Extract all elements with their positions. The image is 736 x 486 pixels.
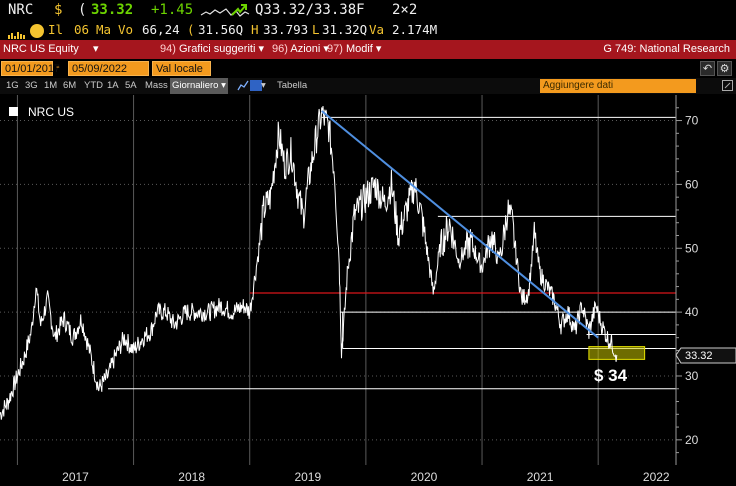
security-name[interactable]: NRC US Equity <box>3 43 79 55</box>
trendline <box>321 110 599 339</box>
legend-swatch <box>9 107 18 116</box>
settings-icon[interactable]: ⚙ <box>717 61 732 76</box>
date-separator: - <box>56 61 60 73</box>
currency-glyph: $ <box>54 2 63 18</box>
uptrend-arrow-icon <box>231 2 247 25</box>
grid <box>0 95 676 465</box>
high-label: H <box>251 22 259 37</box>
security-dropdown-icon[interactable]: ▾ <box>93 43 99 55</box>
add-data-button[interactable]: Aggiungere dati <box>540 79 696 93</box>
candle-chart-icon[interactable] <box>250 80 262 91</box>
open-label: ( <box>187 22 195 37</box>
last-price: 33.32 <box>91 2 134 18</box>
menu-grafici-suggeriti[interactable]: 94) Grafici suggeriti ▾ <box>160 43 264 55</box>
chart-type-dropdown-icon[interactable]: ▾ <box>261 80 266 91</box>
il-label: Il <box>48 22 64 37</box>
price-line <box>0 105 618 420</box>
sparkline-icon <box>200 3 250 25</box>
price-chart[interactable]: 20 30 40 50 60 70 2017 2018 2019 2020 2021 2022 NR… <box>0 95 736 486</box>
y-tick-label: 30 <box>685 369 699 383</box>
market-status-icon <box>30 24 44 38</box>
frequency-select[interactable]: Giornaliero ▾ <box>170 78 228 94</box>
x-axis: 2017 2018 2019 2020 2021 2022 <box>62 470 670 484</box>
period-mass[interactable]: Mass <box>145 80 168 91</box>
last-price-label: 33.32 <box>685 350 713 362</box>
currency-select[interactable]: Val locale ▾ <box>152 61 211 90</box>
high-value: 33.793 <box>263 22 309 37</box>
end-date-input[interactable]: 05/09/2022 <box>68 61 149 76</box>
low-value: 31.32Q <box>322 22 368 37</box>
session-month: Ma <box>96 22 112 37</box>
period-1m[interactable]: 1M <box>44 80 58 91</box>
table-button[interactable]: Tabella <box>277 80 308 91</box>
menu-modif[interactable]: 97) Modif ▾ <box>327 43 382 55</box>
x-tick-label: 2021 <box>527 470 554 484</box>
start-date-input[interactable]: 01/01/2017 <box>1 61 60 76</box>
period-1g[interactable]: 1G <box>6 80 19 91</box>
price-annotation: $ 34 <box>594 366 628 385</box>
period-ytd[interactable]: YTD <box>84 80 103 91</box>
x-tick-label: 2020 <box>411 470 438 484</box>
menu-item-number: 94) <box>160 43 176 55</box>
menu-item-label: Grafici suggeriti <box>178 43 256 55</box>
y-tick-label: 70 <box>685 114 699 128</box>
bar-chart-icon <box>8 26 28 44</box>
y-tick-label: 50 <box>685 241 699 255</box>
y-tick-label: 60 <box>685 177 699 191</box>
menu-bar: NRC US Equity ▾ 94) Grafici suggeriti ▾ … <box>0 40 736 59</box>
currency-select-label: Val locale <box>156 63 203 75</box>
period-toolbar: 1G 3G 1M 6M YTD 1A 5A Mass Giornaliero ▾… <box>0 78 736 94</box>
x-tick-label: 2019 <box>294 470 321 484</box>
bid-ask: Q33.32/33.38F <box>255 2 365 18</box>
downtrend-line <box>321 110 599 339</box>
expand-icon[interactable] <box>722 80 733 97</box>
menu-item-label: Modif <box>345 43 373 55</box>
session-day: 06 <box>74 22 90 37</box>
function-title: G 749: National Research <box>603 43 730 55</box>
value-traded: 2.174M <box>392 22 438 37</box>
menu-item-number: 96) <box>272 43 288 55</box>
open-value: 31.56Q <box>198 22 244 37</box>
volume-value: 66,24 <box>142 22 180 37</box>
period-3g[interactable]: 3G <box>25 80 38 91</box>
volume-label: Vo <box>118 22 134 37</box>
y-tick-label: 40 <box>685 305 699 319</box>
menu-item-label: Azioni <box>290 43 321 55</box>
ticker-symbol: NRC <box>8 2 34 18</box>
period-1a[interactable]: 1A <box>107 80 119 91</box>
price-series <box>0 105 618 420</box>
menu-azioni[interactable]: 96) Azioni ▾ <box>272 43 329 55</box>
line-chart-icon[interactable] <box>237 80 249 97</box>
price-change: +1.45 <box>151 2 194 18</box>
ticker-row: NRC $ ( 33.32 +1.45 Q33.32/33.38F 2×2 <box>0 0 736 21</box>
low-label: L <box>312 22 320 37</box>
undo-icon[interactable]: ↶ <box>700 61 715 76</box>
session-stats-row: Il 06 Ma Vo 66,24 ( 31.56Q H 33.793 L 31… <box>0 21 736 39</box>
frequency-label: Giornaliero <box>172 80 219 91</box>
x-tick-label: 2022 <box>643 470 670 484</box>
y-axis: 20 30 40 50 60 70 <box>675 95 699 465</box>
y-tick-label: 20 <box>685 433 699 447</box>
menu-item-number: 97) <box>327 43 343 55</box>
legend-label: NRC US <box>28 105 74 119</box>
x-tick-label: 2017 <box>62 470 89 484</box>
last-price-tag: 33.32 <box>675 347 736 364</box>
ticker-bracket: ( <box>78 2 87 18</box>
bid-ask-size: 2×2 <box>392 2 418 18</box>
period-5a[interactable]: 5A <box>125 80 137 91</box>
x-tick-label: 2018 <box>178 470 205 484</box>
date-range-row: 01/01/2017 - 05/09/2022 Val locale ▾ ↶ ⚙ <box>0 60 736 90</box>
period-6m[interactable]: 6M <box>63 80 77 91</box>
value-traded-label: Va <box>369 22 385 37</box>
